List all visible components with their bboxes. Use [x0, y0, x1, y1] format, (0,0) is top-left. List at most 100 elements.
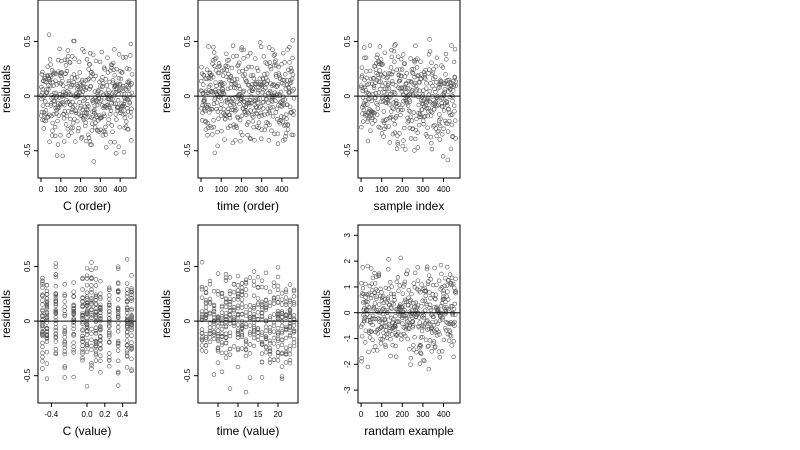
data-point — [267, 360, 273, 365]
data-point — [279, 342, 285, 348]
data-point — [430, 102, 435, 107]
data-point — [400, 143, 406, 149]
data-point — [282, 60, 287, 65]
data-point — [44, 339, 50, 345]
data-point — [115, 266, 121, 272]
data-point — [80, 336, 85, 342]
data-point — [71, 302, 76, 308]
data-point — [214, 100, 220, 105]
data-point — [414, 304, 420, 310]
data-point — [124, 338, 130, 343]
data-point — [107, 105, 113, 111]
data-point — [97, 59, 103, 65]
data-point — [421, 313, 426, 318]
data-point — [83, 120, 88, 125]
data-point — [263, 334, 269, 339]
data-point — [89, 307, 94, 312]
data-point — [120, 55, 126, 60]
data-point — [419, 282, 424, 287]
data-point — [65, 53, 71, 59]
data-point — [71, 333, 76, 338]
data-point — [238, 139, 243, 144]
data-point — [259, 284, 265, 290]
data-point — [365, 364, 371, 370]
data-point — [443, 72, 448, 77]
data-point — [267, 303, 273, 309]
data-point — [283, 130, 289, 136]
data-point — [263, 350, 269, 355]
data-point — [273, 58, 278, 63]
data-point — [396, 330, 401, 335]
data-point — [403, 313, 409, 319]
data-point — [115, 369, 121, 375]
y-axis-label: residuals — [0, 65, 13, 113]
y-tick-label: 0 — [23, 93, 32, 98]
data-point — [124, 306, 130, 311]
data-point — [412, 148, 417, 153]
data-point — [234, 53, 239, 59]
data-point — [401, 52, 406, 57]
data-point — [89, 296, 94, 301]
data-point — [203, 309, 209, 314]
data-point — [393, 313, 398, 319]
data-point — [389, 332, 395, 337]
data-point — [394, 354, 399, 359]
data-point — [440, 297, 446, 302]
data-point — [259, 332, 265, 337]
data-point — [433, 297, 438, 302]
data-point — [406, 118, 411, 123]
data-point — [215, 292, 221, 297]
data-point — [257, 76, 262, 81]
data-point — [402, 125, 407, 131]
data-point — [69, 54, 75, 59]
data-point — [235, 322, 241, 327]
data-point — [404, 71, 409, 76]
data-point — [425, 344, 430, 349]
data-point — [452, 301, 458, 307]
data-point — [242, 72, 248, 77]
data-point — [271, 284, 277, 289]
data-point — [377, 125, 383, 131]
data-point — [71, 347, 76, 353]
data-point — [287, 347, 293, 352]
data-point — [44, 72, 50, 78]
data-point — [381, 120, 387, 125]
data-point — [444, 283, 450, 288]
x-tick-label: 400 — [437, 410, 451, 419]
data-point — [229, 65, 235, 71]
data-point — [47, 139, 52, 144]
data-point — [412, 74, 417, 80]
data-point — [215, 338, 221, 344]
data-point — [267, 352, 273, 357]
data-point — [264, 96, 270, 102]
data-point — [80, 276, 85, 282]
data-point — [103, 132, 108, 137]
data-point — [369, 293, 374, 298]
data-point — [417, 80, 422, 85]
data-point — [207, 339, 213, 345]
data-point — [449, 43, 454, 48]
data-point — [383, 285, 389, 291]
data-point — [107, 79, 112, 85]
data-point — [79, 136, 84, 141]
data-point — [91, 77, 96, 82]
data-point — [284, 116, 289, 121]
data-point — [112, 47, 117, 52]
data-point — [44, 299, 50, 304]
data-point — [423, 337, 429, 343]
data-point — [44, 305, 50, 311]
data-point — [129, 306, 134, 311]
data-point — [447, 272, 453, 277]
data-point — [258, 110, 263, 116]
data-point — [271, 320, 277, 325]
data-point — [380, 83, 385, 89]
data-point — [210, 74, 216, 80]
data-point — [129, 106, 134, 112]
data-point — [250, 73, 256, 78]
x-tick-label: 15 — [254, 410, 263, 419]
data-point — [66, 133, 71, 138]
data-point — [291, 87, 296, 92]
data-point — [89, 315, 94, 321]
data-point — [120, 104, 125, 109]
data-point — [383, 344, 388, 350]
